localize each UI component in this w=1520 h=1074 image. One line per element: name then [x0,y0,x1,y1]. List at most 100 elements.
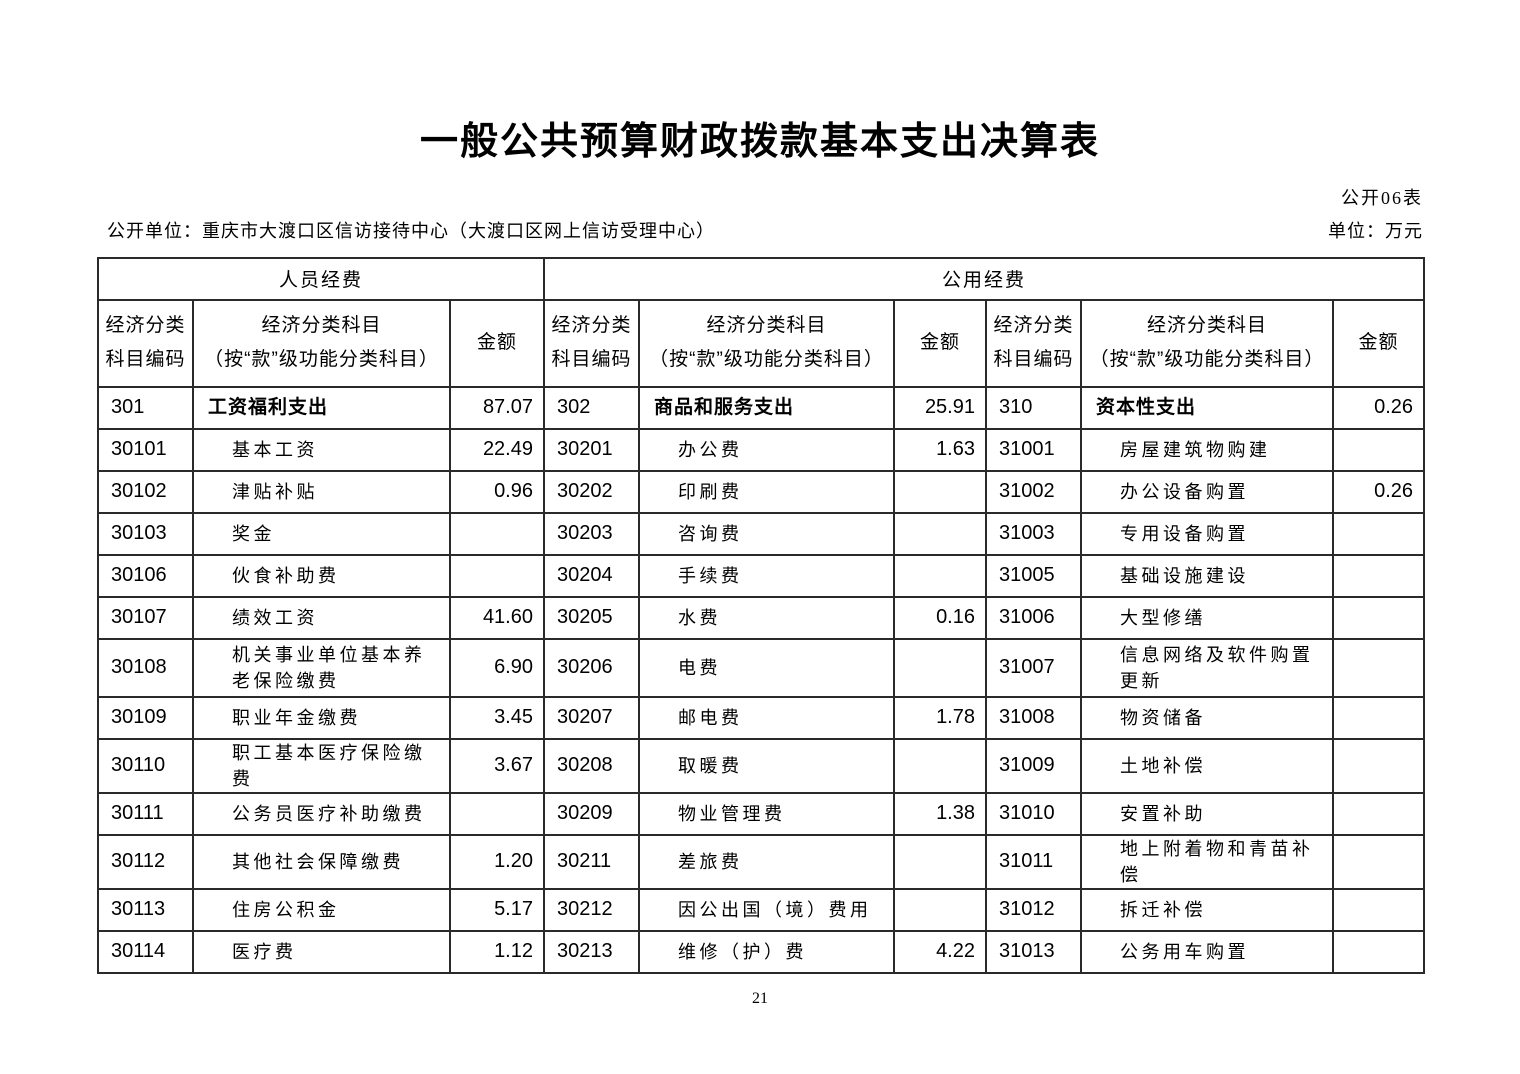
group-header-row: 人员经费 公用经费 [97,256,1426,301]
subject-cell: 差旅费 [638,833,895,890]
code-cell: 30101 [97,427,194,472]
amount-cell [449,553,545,598]
publishing-unit: 公开单位：重庆市大渡口区信访接待中心（大渡口区网上信访受理中心） [107,220,715,241]
code-cell: 30202 [543,469,640,514]
subject-header-line1: 经济分类科目 [261,314,382,336]
code-cell: 30107 [97,595,194,640]
amount-cell: 3.45 [449,695,545,740]
code-cell: 31011 [985,833,1082,890]
subject-header-line2: （按“款”级功能分类科目） [1089,349,1325,371]
amount-cell: 6.90 [449,637,545,698]
code-cell: 30209 [543,791,640,836]
code-cell: 31003 [985,511,1082,556]
code-cell: 302 [543,385,640,430]
code-cell: 30103 [97,511,194,556]
code-column-header: 经济分类 科目编码 [985,298,1082,388]
subject-cell: 地上附着物和青苗补偿 [1080,833,1334,890]
code-cell: 31007 [985,637,1082,698]
amount-column-header: 金额 [449,298,545,388]
subject-cell: 工资福利支出 [192,385,451,430]
code-cell: 30114 [97,929,194,974]
subject-cell: 安置补助 [1080,791,1334,836]
code-cell: 30203 [543,511,640,556]
amount-column-header: 金额 [1331,298,1426,388]
amount-cell: 4.22 [893,929,987,974]
amount-cell [1331,737,1426,794]
subject-cell: 公务用车购置 [1080,929,1334,974]
subject-cell: 专用设备购置 [1080,511,1334,556]
amount-cell: 25.91 [893,385,987,430]
table-row: 30112 其他社会保障缴费 1.20 30211 差旅费 31011 地上附着物和青苗补偿 [97,833,1426,890]
subject-cell: 物业管理费 [638,791,895,836]
table-body: 301 工资福利支出 87.07 302 商品和服务支出 25.91 310 资本性支出 0.2… [97,385,1426,974]
amount-cell [893,553,987,598]
amount-cell [893,511,987,556]
code-cell: 30112 [97,833,194,890]
subject-cell: 绩效工资 [192,595,451,640]
subject-header-line2: （按“款”级功能分类科目） [204,349,439,371]
amount-cell: 1.78 [893,695,987,740]
subject-cell: 奖金 [192,511,451,556]
subject-column-header: 经济分类科目 （按“款”级功能分类科目） [1080,298,1334,388]
code-cell: 31013 [985,929,1082,974]
subject-cell: 房屋建筑物购建 [1080,427,1334,472]
form-code: 公开06表 [1341,187,1423,208]
page-number: 21 [752,989,768,1007]
unit-label: 单位：万元 [1328,220,1423,241]
group-header-public: 公用经费 [542,256,1426,301]
amount-cell [1331,791,1426,836]
subject-cell: 职业年金缴费 [192,695,451,740]
subject-cell: 资本性支出 [1080,385,1334,430]
amount-cell [1331,511,1426,556]
amount-cell [449,511,545,556]
subject-cell: 维修（护）费 [638,929,895,974]
subject-cell: 办公设备购置 [1080,469,1334,514]
table-row: 30107 绩效工资 41.60 30205 水费 0.16 31006 大型修缮 [97,595,1426,640]
amount-cell: 0.16 [893,595,987,640]
table-row: 30110 职工基本医疗保险缴费 3.67 30208 取暖费 31009 土地补偿 [97,737,1426,794]
amount-cell [1331,637,1426,698]
amount-cell: 0.26 [1331,385,1426,430]
amount-cell: 3.67 [449,737,545,794]
amount-cell: 22.49 [449,427,545,472]
subject-cell: 大型修缮 [1080,595,1334,640]
subject-cell: 印刷费 [638,469,895,514]
code-cell: 31006 [985,595,1082,640]
page-title: 一般公共预算财政拨款基本支出决算表 [419,121,1100,163]
amount-cell [893,469,987,514]
subject-cell: 土地补偿 [1080,737,1334,794]
subject-cell: 公务员医疗补助缴费 [192,791,451,836]
table-row: 30113 住房公积金 5.17 30212 因公出国（境）费用 31012 拆迁补偿 [97,887,1426,932]
code-cell: 30111 [97,791,194,836]
amount-cell [893,887,987,932]
subject-cell: 商品和服务支出 [638,385,895,430]
subject-cell: 其他社会保障缴费 [192,833,451,890]
subject-cell: 伙食补助费 [192,553,451,598]
table-row: 30108 机关事业单位基本养老保险缴费 6.90 30206 电费 31007 信息网络及… [97,637,1426,698]
subject-cell: 物资储备 [1080,695,1334,740]
code-cell: 30108 [97,637,194,698]
subject-cell: 基础设施建设 [1080,553,1334,598]
code-cell: 30113 [97,887,194,932]
code-cell: 31001 [985,427,1082,472]
code-cell: 30206 [543,637,640,698]
code-cell: 30207 [543,695,640,740]
table-row: 30101 基本工资 22.49 30201 办公费 1.63 31001 房屋建筑物购建 [97,427,1426,472]
code-header-line2: 科目编码 [993,349,1074,371]
subject-cell: 电费 [638,637,895,698]
code-cell: 31012 [985,887,1082,932]
subject-cell: 机关事业单位基本养老保险缴费 [192,637,451,698]
code-cell: 30213 [543,929,640,974]
subject-column-header: 经济分类科目 （按“款”级功能分类科目） [638,298,895,388]
amount-column-header: 金额 [893,298,987,388]
meta-row: 公开单位：重庆市大渡口区信访接待中心（大渡口区网上信访受理中心） 单位：万元 [97,217,1423,243]
amount-cell [893,737,987,794]
amount-cell: 1.20 [449,833,545,890]
subject-cell: 拆迁补偿 [1080,887,1334,932]
amount-cell: 87.07 [449,385,545,430]
code-header-line1: 经济分类 [551,314,632,336]
code-cell: 30110 [97,737,194,794]
amount-cell [893,833,987,890]
code-header-line2: 科目编码 [551,349,632,371]
